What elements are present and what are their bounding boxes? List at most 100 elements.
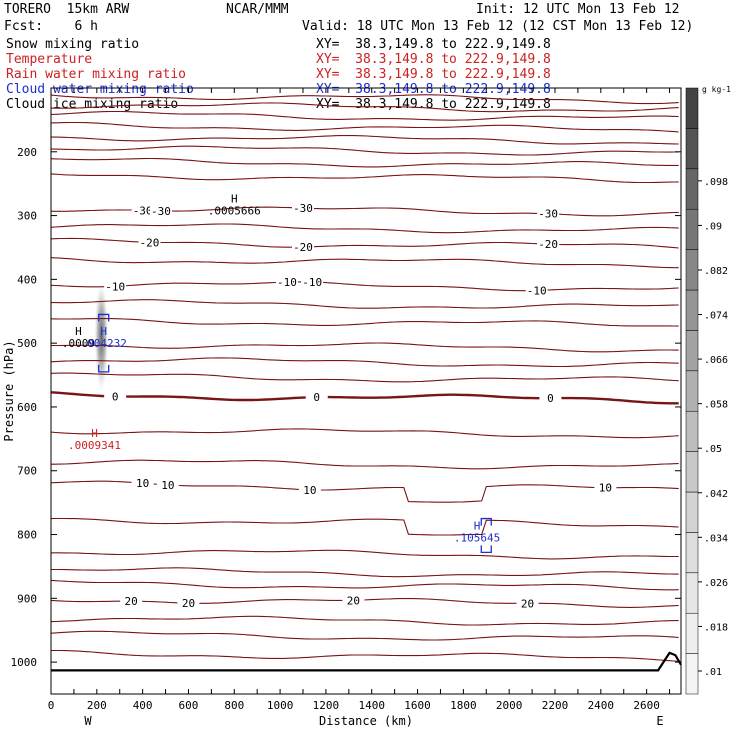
- contour-label: -20: [538, 238, 558, 251]
- max-marker-value: .0005666: [208, 204, 261, 217]
- max-marker-letter: H: [75, 325, 82, 338]
- x-tick-label: 1000: [267, 699, 294, 712]
- max-marker-letter: H: [100, 325, 107, 338]
- colorbar-segment: [685, 128, 699, 170]
- contour-label-bg: [275, 276, 298, 289]
- contour-label: 20: [347, 594, 360, 607]
- plot-frame: [50, 87, 682, 695]
- colorbar-tick-label: .034: [704, 533, 728, 544]
- contour-label-bg: [298, 483, 321, 496]
- temperature-contour-20: [51, 459, 679, 470]
- x-tick-label: 200: [87, 699, 107, 712]
- y-tick-label: 900: [17, 592, 37, 605]
- temperature-contour-15: [51, 342, 679, 353]
- colorbar-segment: [685, 612, 699, 654]
- temperature-contour-14: [50, 318, 679, 327]
- y-tick-label: 400: [17, 273, 37, 286]
- contour-label: 10: [303, 484, 316, 497]
- contour-label: -30: [538, 208, 558, 221]
- field-cloudice-xy: XY= 38.3,149.8 to 222.9,149.8: [316, 97, 551, 112]
- max-marker-value: .105645: [454, 532, 500, 545]
- temperature-contour-24: [51, 567, 679, 578]
- cloud-water-contour: [98, 313, 110, 322]
- y-tick-label: 1000: [11, 656, 38, 669]
- terrain-line: [51, 651, 682, 672]
- forecast-hour: Fcst: 6 h: [4, 19, 98, 34]
- colorbar-unit: g kg-1: [702, 85, 731, 94]
- contour-label: -10: [277, 276, 297, 289]
- contour-label-bg: [120, 595, 143, 608]
- cloud-water-contour: [98, 364, 110, 373]
- contour-label: 10: [136, 477, 149, 490]
- colorbar-segment: [685, 330, 699, 372]
- x-tick-label: 1400: [358, 699, 385, 712]
- x-tick-label: 800: [224, 699, 244, 712]
- y-tick-label: 800: [17, 529, 37, 542]
- max-marker-value: .0009341: [68, 439, 121, 452]
- contour-label-bg: [177, 597, 200, 610]
- west-label: W: [84, 714, 92, 728]
- field-cloudwater-label: Cloud water mixing ratio: [6, 82, 194, 97]
- y-axis-title: Pressure (hPa): [2, 340, 16, 441]
- contour-label-bg: [537, 207, 560, 220]
- y-tick-label: 600: [17, 401, 37, 414]
- contour-label-bg: [104, 390, 127, 403]
- contour-label: 10: [161, 479, 174, 492]
- contour-label: 20: [125, 595, 138, 608]
- colorbar-segment: [685, 491, 699, 533]
- contour-label: -30: [133, 204, 153, 217]
- temperature-contour-1: [50, 102, 679, 113]
- colorbar-tick-label: .026: [704, 578, 728, 589]
- colorbar-tick-label: .066: [704, 355, 728, 366]
- model-title: TORERO 15km ARW: [4, 2, 130, 17]
- contour-label: 10: [599, 482, 612, 495]
- contour-label-bg: [537, 238, 560, 251]
- y-tick-label: 200: [17, 146, 37, 159]
- colorbar-tick-label: .042: [704, 489, 728, 500]
- east-label: E: [656, 714, 663, 728]
- x-tick-label: 1800: [450, 699, 477, 712]
- contour-label-bg: [149, 204, 172, 217]
- colorbar-tick-label: .074: [704, 311, 728, 322]
- temperature-contour-25: [50, 579, 679, 591]
- contour-label-bg: [539, 392, 562, 405]
- cloud-water-contour: [480, 517, 492, 526]
- field-rain-label: Rain water mixing ratio: [6, 67, 187, 82]
- colorbar-tick-label: .082: [704, 266, 728, 277]
- x-tick-label: 2000: [496, 699, 523, 712]
- temperature-contour-0: [50, 94, 679, 105]
- contour-label: -30: [151, 205, 171, 218]
- contour-label-bg: [138, 236, 161, 249]
- init-time: Init: 12 UTC Mon 13 Feb 12: [476, 2, 680, 17]
- colorbar-segment: [685, 87, 699, 129]
- contour-label: -10: [302, 276, 322, 289]
- contour-label: 20: [182, 597, 195, 610]
- contour-label-bg: [525, 284, 548, 297]
- contour-label-bg: [131, 477, 154, 490]
- colorbar-segment: [685, 410, 699, 452]
- contour-label-bg: [104, 280, 127, 293]
- temperature-contour-22: [50, 517, 679, 536]
- temperature-contour-16: [50, 357, 679, 368]
- temperature-contour-28: [50, 630, 679, 641]
- temperature-contour-18: [50, 391, 679, 405]
- x-tick-label: 2600: [633, 699, 660, 712]
- colorbar-tick-label: .05: [704, 444, 722, 455]
- colorbar-tick-label: .098: [704, 177, 728, 188]
- x-tick-label: 0: [48, 699, 55, 712]
- temperature-contour-23: [50, 549, 679, 560]
- contour-label: -20: [293, 241, 313, 254]
- colorbar-segment: [685, 208, 699, 250]
- contour-label-bg: [342, 594, 365, 607]
- temperature-contour-9: [50, 223, 679, 234]
- max-marker-value: .0009: [62, 337, 95, 350]
- max-marker-letter: H: [474, 520, 481, 533]
- contour-label-bg: [156, 478, 179, 491]
- colorbar-tick-label: .01: [704, 667, 722, 678]
- contour-label: 0: [313, 391, 320, 404]
- y-tick-label: 300: [17, 210, 37, 223]
- temperature-contour-17: [50, 372, 679, 383]
- y-tick-label: 500: [17, 337, 37, 350]
- contour-label-bg: [516, 597, 539, 610]
- field-rain-xy: XY= 38.3,149.8 to 222.9,149.8: [316, 67, 551, 82]
